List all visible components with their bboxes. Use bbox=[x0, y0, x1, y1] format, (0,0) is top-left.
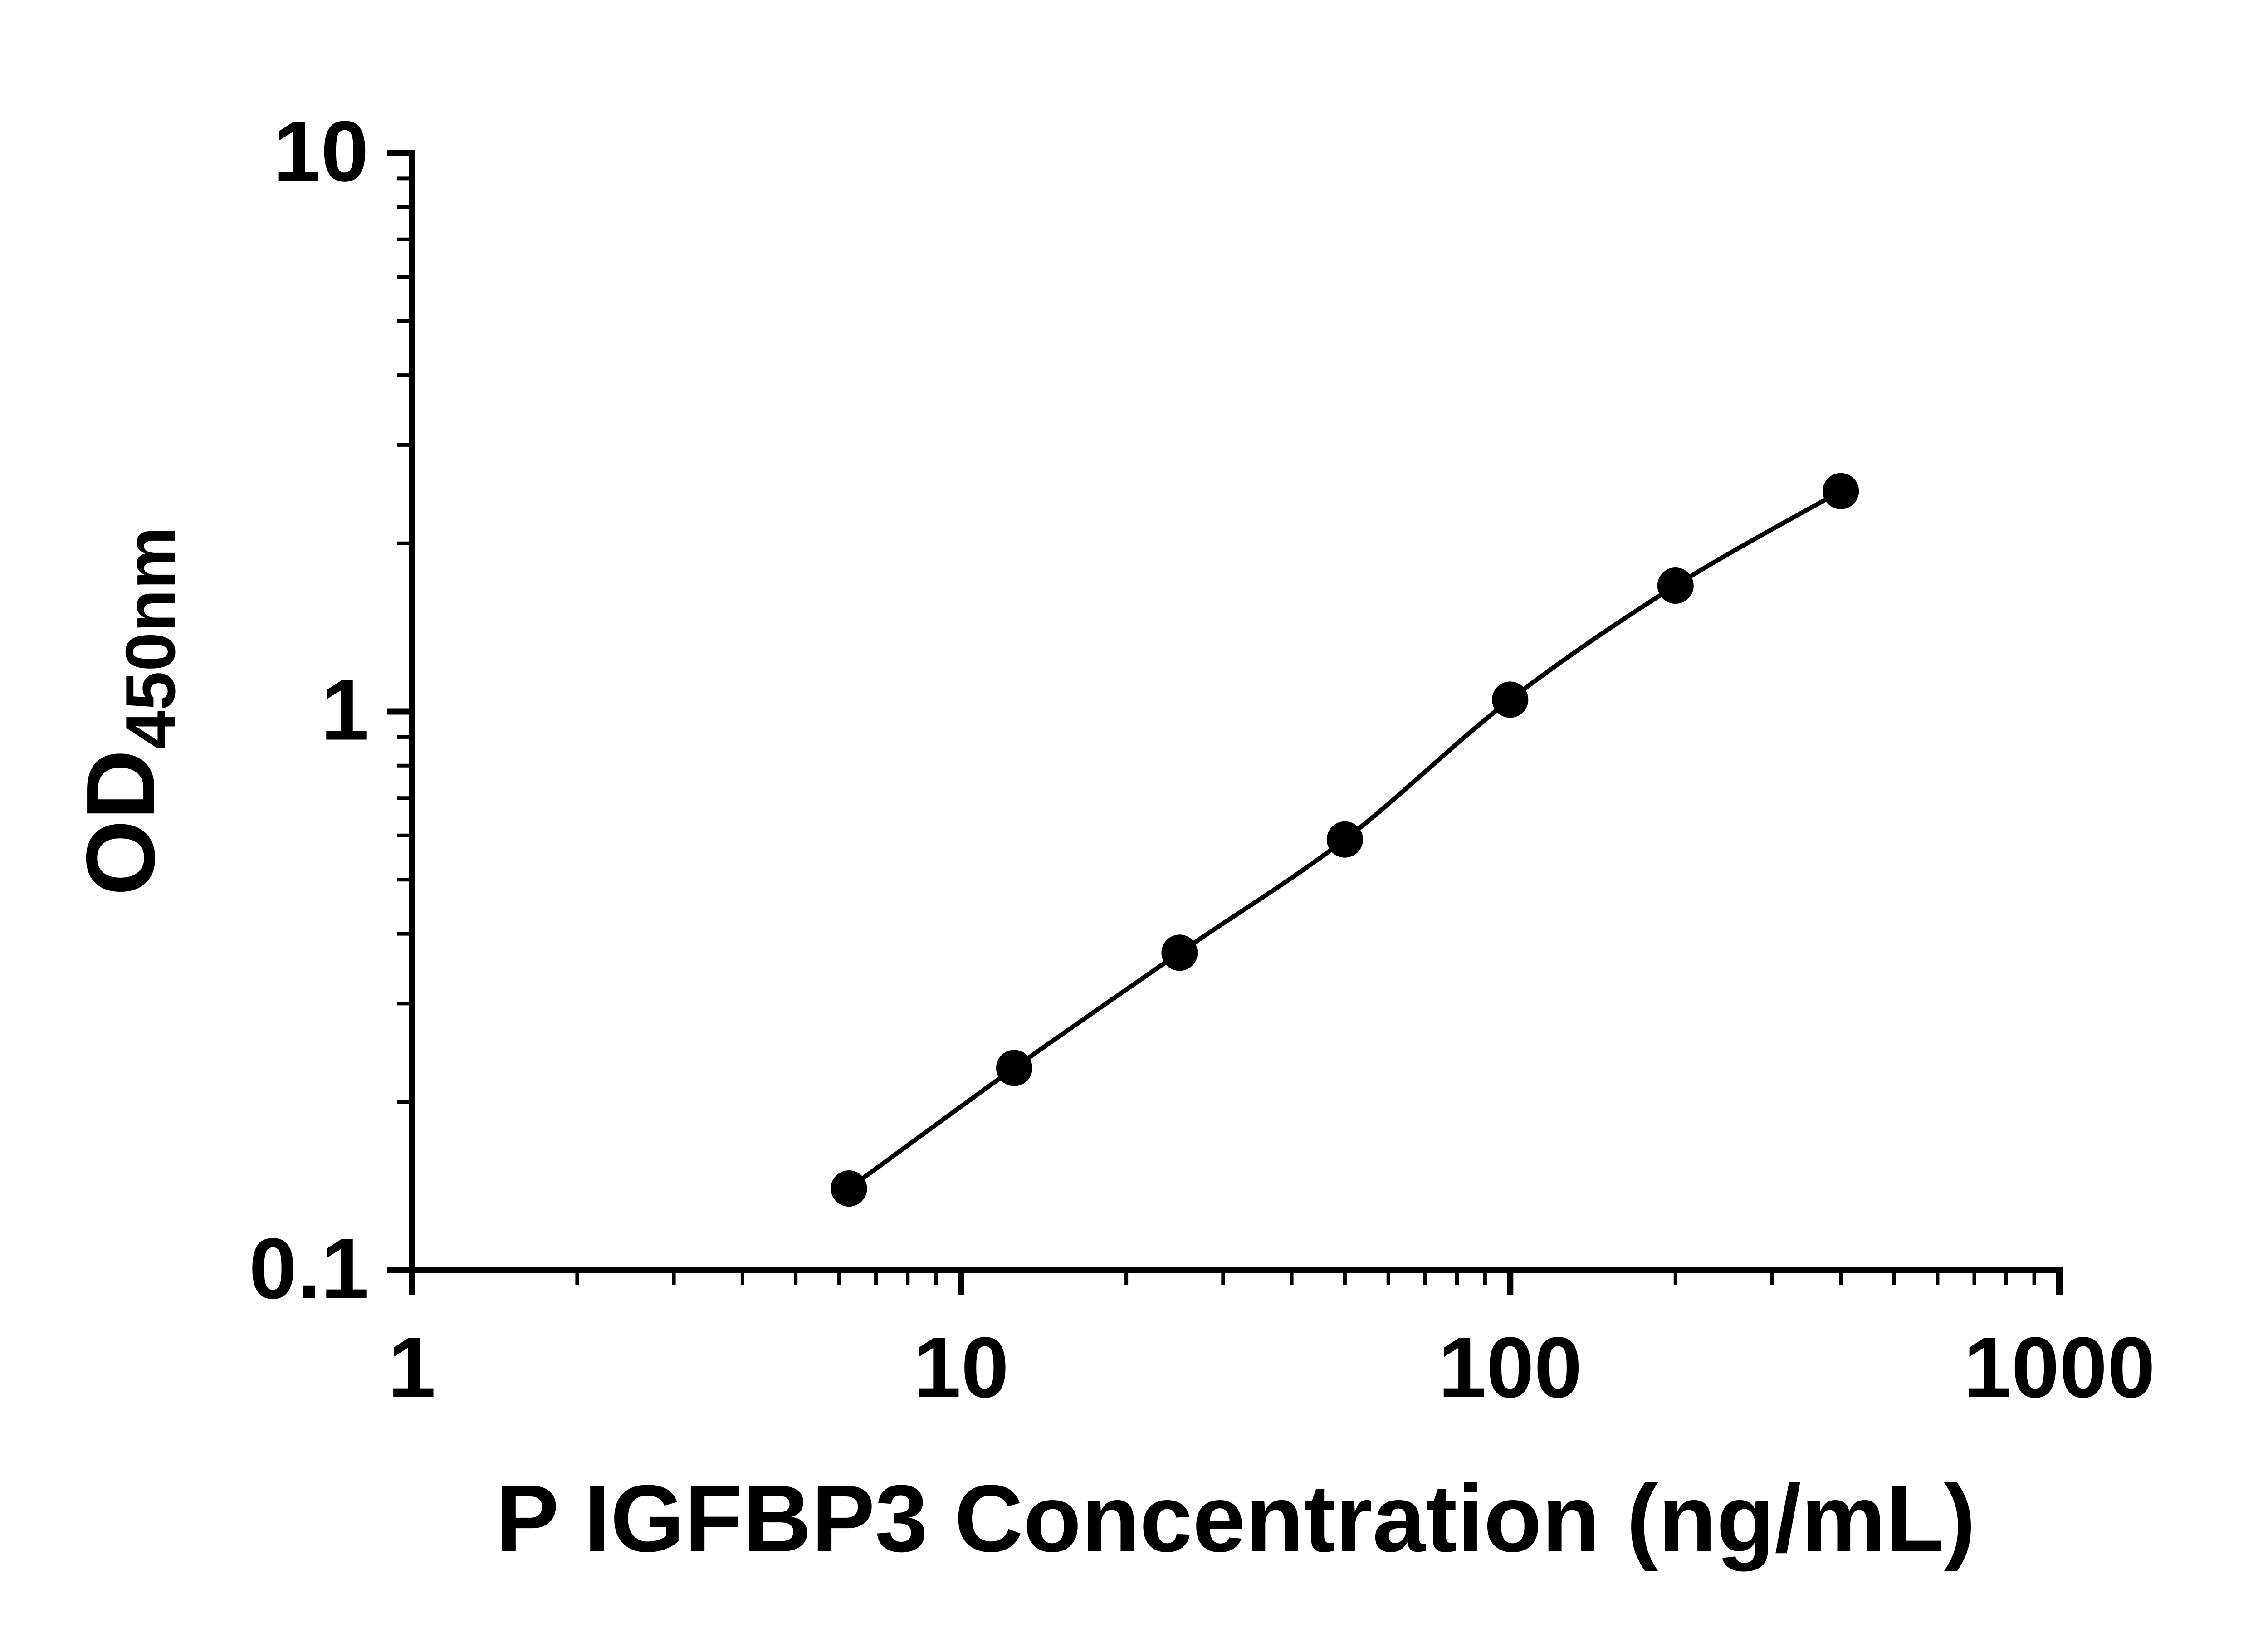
y-tick-label: 10 bbox=[273, 103, 369, 200]
y-axis-title-main: OD bbox=[66, 749, 175, 896]
plot-series bbox=[831, 473, 1859, 1207]
data-point-marker bbox=[1823, 473, 1859, 509]
x-tick-label: 100 bbox=[1438, 1320, 1582, 1416]
x-tick-label: 10 bbox=[913, 1320, 1009, 1416]
data-point-marker bbox=[831, 1170, 867, 1207]
data-point-marker bbox=[996, 1050, 1032, 1086]
data-point-marker bbox=[1326, 821, 1363, 858]
tick-marks bbox=[387, 150, 2063, 1295]
axes bbox=[409, 150, 2063, 1273]
y-axis-title-subscript: 450nm bbox=[111, 527, 190, 749]
x-tick-label: 1000 bbox=[1964, 1320, 2156, 1416]
y-tick-label: 0.1 bbox=[249, 1221, 369, 1317]
data-point-marker bbox=[1161, 934, 1198, 971]
x-tick-label: 1 bbox=[388, 1320, 436, 1416]
x-axis-title: P IGFBP3 Concentration (ng/mL) bbox=[496, 1465, 1976, 1572]
data-point-marker bbox=[1657, 567, 1694, 604]
y-axis-title: OD450nm bbox=[66, 527, 190, 896]
data-point-marker bbox=[1492, 681, 1529, 718]
y-tick-label: 1 bbox=[321, 662, 369, 758]
